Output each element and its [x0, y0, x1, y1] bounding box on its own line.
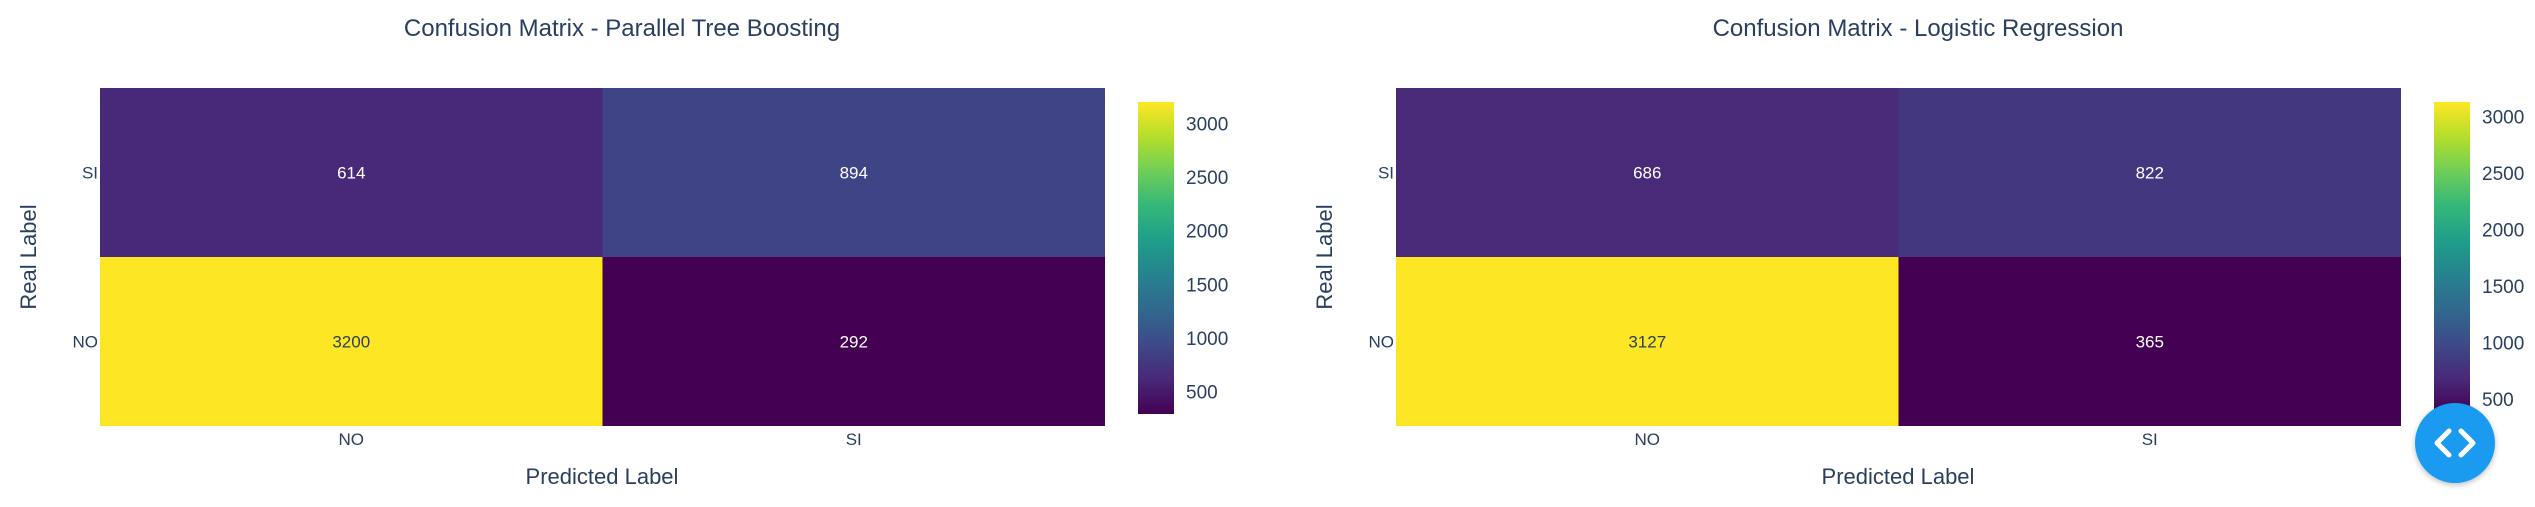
heatmap-chart-1: Confusion Matrix - Parallel Tree Boostin…	[16, 15, 1228, 489]
colorbar-tick-label: 2000	[2482, 220, 2524, 241]
y-tick-label: SI	[1378, 164, 1394, 183]
cell-value-label: 614	[337, 164, 365, 183]
colorbar-tick-label: 3000	[1186, 114, 1228, 135]
heatmap-cell	[1898, 88, 2401, 257]
cell-value-label: 822	[2136, 164, 2164, 183]
heatmap-cell	[1396, 88, 1899, 257]
colorbar-tick-label: 1500	[2482, 277, 2524, 298]
heatmap-cell	[602, 88, 1105, 257]
cell-value-label: 686	[1633, 164, 1661, 183]
x-axis-title: Predicted Label	[1822, 464, 1975, 489]
y-tick-label: NO	[73, 333, 99, 352]
x-axis-title: Predicted Label	[526, 464, 679, 489]
colorbar-tick-label: 500	[2482, 390, 2514, 411]
heatmap-cell	[100, 88, 603, 257]
x-tick-label: SI	[2142, 430, 2158, 449]
colorbar-tick-label: 2500	[2482, 164, 2524, 185]
heatmap-cell	[1396, 257, 1899, 426]
code-toggle-button[interactable]	[2415, 403, 2495, 483]
cell-value-label: 292	[840, 333, 868, 352]
colorbar-tick-label: 1500	[1186, 275, 1228, 296]
heatmap-cell	[100, 257, 603, 426]
colorbar-tick-label: 3000	[2482, 107, 2524, 128]
heatmap-cell	[1898, 257, 2401, 426]
colorbar	[2434, 102, 2470, 414]
code-toggle-icon	[2434, 428, 2476, 458]
chart-title: Confusion Matrix - Logistic Regression	[1713, 15, 2124, 42]
y-axis-title: Real Label	[1312, 204, 1337, 309]
colorbar	[1138, 102, 1174, 414]
colorbar-tick-label: 1000	[2482, 333, 2524, 354]
colorbar-tick-label: 2500	[1186, 168, 1228, 189]
x-tick-label: NO	[339, 430, 365, 449]
y-axis-title: Real Label	[16, 204, 41, 309]
colorbar-tick-label: 500	[1186, 383, 1218, 404]
y-tick-label: NO	[1369, 333, 1395, 352]
colorbar-tick-label: 2000	[1186, 222, 1228, 243]
heatmap-cell	[602, 257, 1105, 426]
heatmap-chart-2: Confusion Matrix - Logistic Regression 31…	[1312, 15, 2524, 489]
colorbar-tick-label: 1000	[1186, 329, 1228, 350]
x-tick-label: NO	[1635, 430, 1661, 449]
cell-value-label: 894	[840, 164, 868, 183]
cell-value-label: 3200	[332, 333, 370, 352]
x-tick-label: SI	[846, 430, 862, 449]
cell-value-label: 3127	[1628, 333, 1666, 352]
cell-value-label: 365	[2136, 333, 2164, 352]
chart-title: Confusion Matrix - Parallel Tree Boostin…	[404, 15, 840, 42]
y-tick-label: SI	[82, 164, 98, 183]
